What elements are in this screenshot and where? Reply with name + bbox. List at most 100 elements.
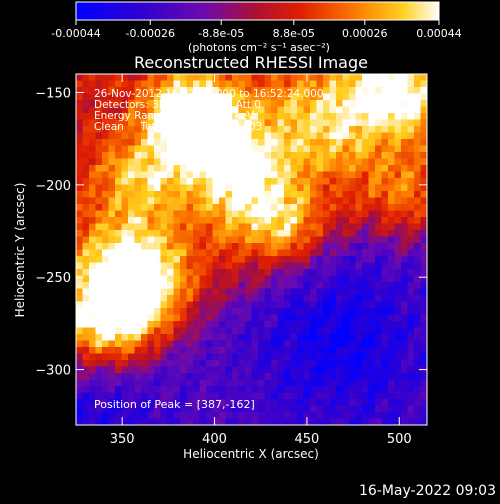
heatmap-cell: [108, 139, 116, 147]
heatmap-cell: [212, 178, 220, 186]
heatmap-cell: [401, 184, 409, 192]
heatmap-cell: [355, 126, 363, 134]
heatmap-cell: [329, 288, 337, 296]
heatmap-cell: [206, 288, 214, 296]
heatmap-cell: [173, 269, 181, 277]
heatmap-cell: [102, 366, 110, 374]
heatmap-cell: [368, 366, 376, 374]
heatmap-cell: [128, 301, 136, 309]
heatmap-cell: [134, 405, 142, 413]
heatmap-cell: [173, 379, 181, 387]
heatmap-cell: [245, 119, 253, 127]
heatmap-cell: [342, 256, 350, 264]
heatmap-cell: [375, 405, 383, 413]
heatmap-cell: [212, 197, 220, 205]
heatmap-cell: [134, 145, 142, 153]
heatmap-cell: [95, 399, 103, 407]
heatmap-cell: [297, 249, 305, 257]
heatmap-cell: [147, 321, 155, 329]
heatmap-cell: [375, 197, 383, 205]
heatmap-cell: [154, 139, 162, 147]
heatmap-cell: [310, 145, 318, 153]
heatmap-cell: [121, 210, 129, 218]
heatmap-cell: [414, 184, 422, 192]
heatmap-cell: [225, 197, 233, 205]
heatmap-cell: [290, 145, 298, 153]
heatmap-cell: [336, 87, 344, 95]
heatmap-cell: [277, 165, 285, 173]
heatmap-cell: [329, 171, 337, 179]
heatmap-cell: [394, 256, 402, 264]
heatmap-cell: [108, 113, 116, 121]
heatmap-cell: [245, 204, 253, 212]
heatmap-cell: [95, 217, 103, 225]
heatmap-cell: [134, 340, 142, 348]
heatmap-cell: [225, 119, 233, 127]
heatmap-cell: [414, 217, 422, 225]
heatmap-cell: [303, 405, 311, 413]
heatmap-cell: [225, 191, 233, 199]
heatmap-cell: [82, 405, 90, 413]
heatmap-cell: [147, 132, 155, 140]
heatmap-cell: [219, 334, 227, 342]
heatmap-cell: [186, 113, 194, 121]
heatmap-cell: [121, 139, 129, 147]
heatmap-cell: [264, 230, 272, 238]
heatmap-cell: [355, 418, 363, 425]
heatmap-cell: [388, 217, 396, 225]
heatmap-cell: [102, 171, 110, 179]
heatmap-cell: [388, 197, 396, 205]
heatmap-cell: [349, 152, 357, 160]
heatmap-cell: [290, 347, 298, 355]
heatmap-cell: [420, 256, 427, 264]
heatmap-cell: [193, 301, 201, 309]
heatmap-cell: [193, 152, 201, 160]
heatmap-cell: [368, 230, 376, 238]
heatmap-cell: [251, 178, 259, 186]
heatmap-cell: [420, 165, 427, 173]
heatmap-cell: [258, 288, 266, 296]
heatmap-cell: [349, 412, 357, 420]
heatmap-cell: [173, 399, 181, 407]
heatmap-cell: [219, 145, 227, 153]
heatmap-cell: [394, 262, 402, 270]
heatmap-cell: [401, 321, 409, 329]
heatmap-cell: [303, 366, 311, 374]
heatmap-cell: [167, 230, 175, 238]
heatmap-cell: [349, 113, 357, 121]
heatmap-cell: [134, 282, 142, 290]
heatmap-cell: [102, 327, 110, 335]
heatmap-cell: [147, 217, 155, 225]
heatmap-cell: [199, 100, 207, 108]
heatmap-cell: [108, 405, 116, 413]
heatmap-cell: [121, 93, 129, 101]
heatmap-cell: [375, 191, 383, 199]
heatmap-cell: [316, 158, 324, 166]
heatmap-cell: [362, 223, 370, 231]
heatmap-cell: [342, 165, 350, 173]
heatmap-cell: [147, 327, 155, 335]
heatmap-cell: [95, 204, 103, 212]
heatmap-cell: [342, 282, 350, 290]
heatmap-cell: [186, 100, 194, 108]
heatmap-cell: [147, 295, 155, 303]
heatmap-cell: [368, 236, 376, 244]
heatmap-cell: [206, 210, 214, 218]
heatmap-cell: [375, 269, 383, 277]
heatmap-cell: [199, 204, 207, 212]
heatmap-cell: [206, 139, 214, 147]
heatmap-cell: [264, 80, 272, 88]
heatmap-cell: [414, 301, 422, 309]
heatmap-cell: [401, 197, 409, 205]
heatmap-cell: [232, 171, 240, 179]
heatmap-cell: [199, 327, 207, 335]
heatmap-cell: [206, 106, 214, 114]
heatmap-cell: [147, 93, 155, 101]
heatmap-cell: [225, 301, 233, 309]
heatmap-cell: [258, 132, 266, 140]
heatmap-cell: [219, 165, 227, 173]
heatmap-cell: [219, 126, 227, 134]
heatmap-cell: [115, 308, 123, 316]
heatmap-cell: [284, 360, 292, 368]
heatmap-cell: [95, 327, 103, 335]
